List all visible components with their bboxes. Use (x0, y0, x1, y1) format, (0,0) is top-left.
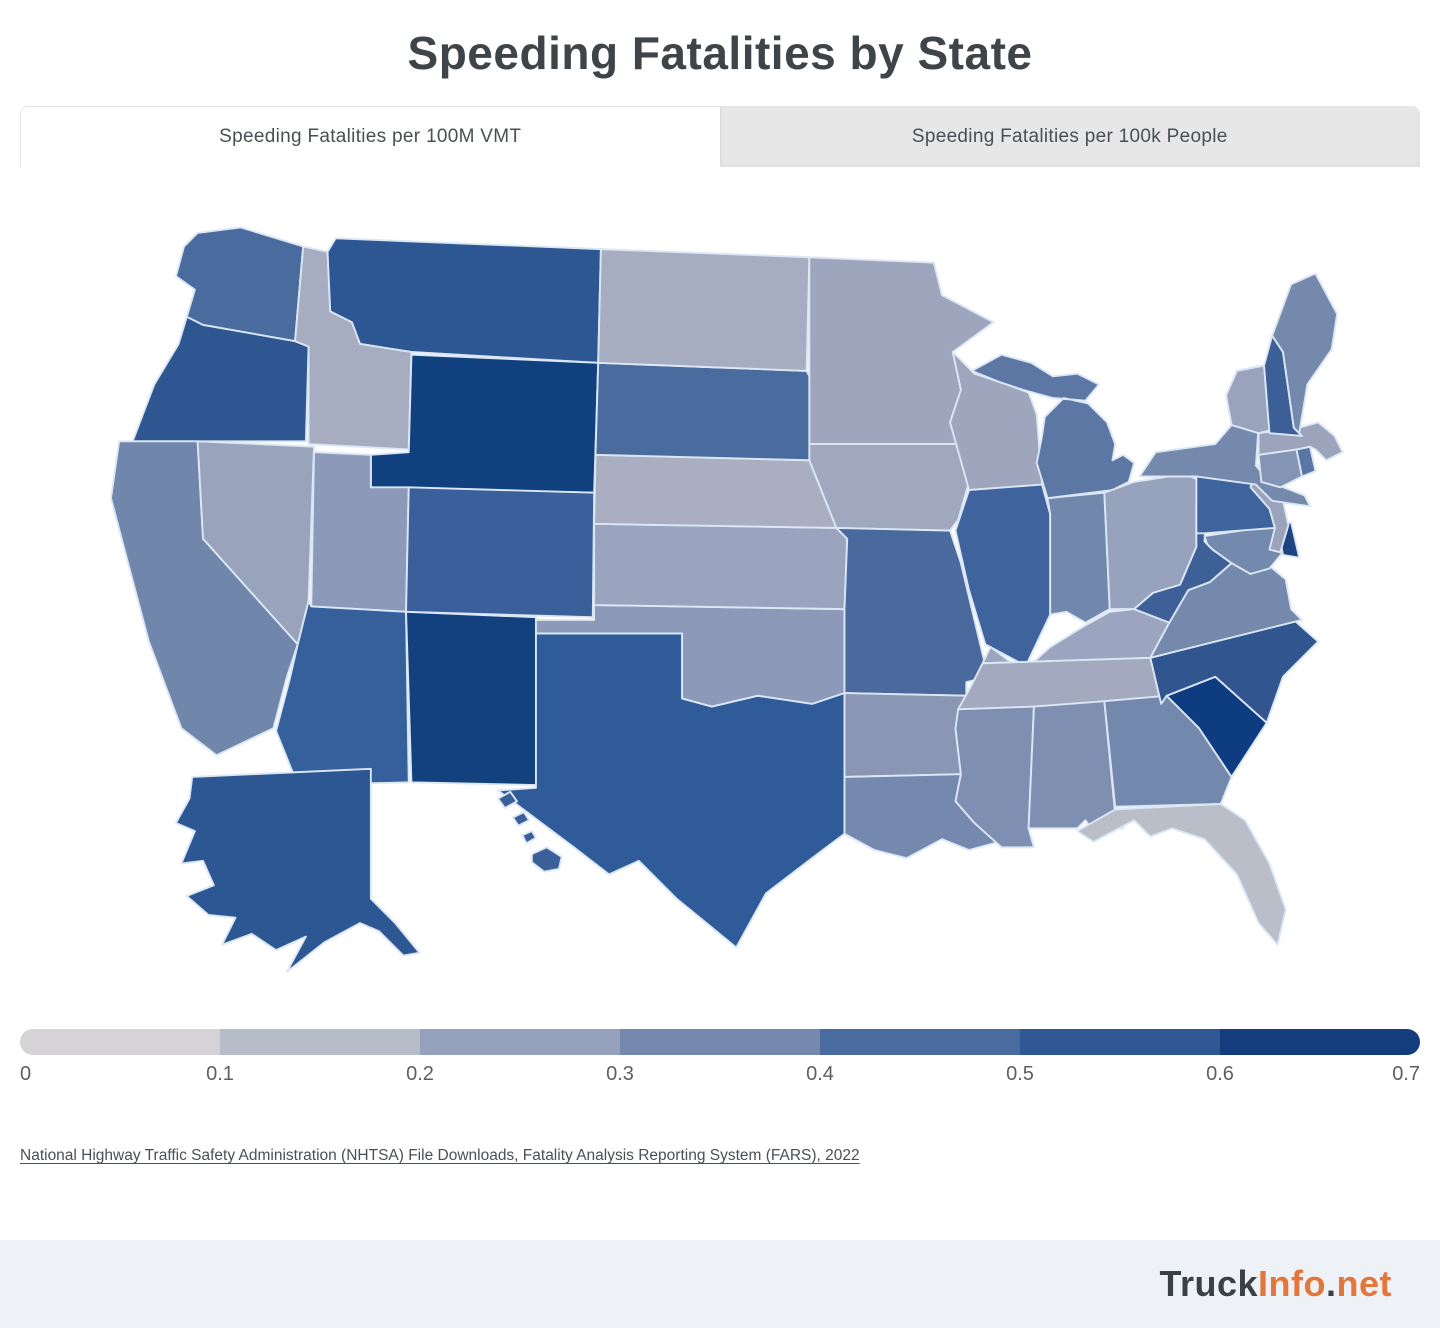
state-vt[interactable]: Vermont (1225, 364, 1271, 435)
state-mt[interactable]: Montana (326, 237, 602, 364)
state-ia[interactable]: Iowa (808, 443, 976, 532)
legend-tick-labels: 0 0.1 0.2 0.3 0.4 0.5 0.6 0.7 (20, 1063, 1420, 1095)
legend-segment-2 (420, 1029, 620, 1055)
legend-segment-3 (620, 1029, 820, 1055)
state-in[interactable]: Indiana (1046, 491, 1111, 624)
logo-part-0: Truck (1159, 1263, 1258, 1304)
state-co[interactable]: Colorado (405, 486, 596, 619)
state-mo[interactable]: Missouri (835, 526, 989, 697)
legend-segment-5 (1020, 1029, 1220, 1055)
legend-tick-0.2: 0.2 (406, 1063, 434, 1085)
legend-segment-1 (220, 1029, 420, 1055)
state-ne[interactable]: Nebraska (593, 453, 838, 529)
legend-segment-6 (1220, 1029, 1420, 1055)
legend-segment-0 (20, 1029, 220, 1055)
state-ok[interactable]: Oklahoma (534, 604, 846, 708)
us-map-svg: WashingtonOregonCaliforniaNevadaIdahoMon… (110, 226, 1344, 973)
legend-tick-0.3: 0.3 (606, 1063, 634, 1085)
legend-tick-0.1: 0.1 (206, 1063, 234, 1085)
tab-per-100k-people-label: Speeding Fatalities per 100k People (911, 126, 1228, 147)
legend-tick-0.5: 0.5 (1006, 1063, 1034, 1085)
legend-gradient-bar (20, 1029, 1420, 1055)
state-ar[interactable]: Arkansas (843, 692, 968, 778)
source-link[interactable]: National Highway Traffic Safety Administ… (20, 1147, 860, 1164)
tab-per-100m-vmt[interactable]: Speeding Fatalities per 100M VMT (21, 107, 720, 167)
legend-tick-0.7: 0.7 (1392, 1063, 1420, 1085)
state-me[interactable]: Maine (1271, 272, 1339, 435)
state-wv[interactable]: West Virginia (1133, 502, 1233, 624)
truckinfo-logo[interactable]: TruckInfo.net (1159, 1263, 1392, 1305)
color-legend: 0 0.1 0.2 0.3 0.4 0.5 0.6 0.7 (20, 1029, 1420, 1095)
state-fl[interactable]: Florida (1076, 803, 1287, 946)
legend-tick-0: 0 (20, 1063, 32, 1085)
logo-part-3: net (1336, 1263, 1392, 1304)
state-hi[interactable]: Hawaii (497, 790, 563, 873)
us-choropleth-map: WashingtonOregonCaliforniaNevadaIdahoMon… (0, 195, 1440, 1007)
tab-per-100k-people[interactable]: Speeding Fatalities per 100k People (719, 107, 1419, 167)
state-nc[interactable]: North Carolina (1149, 618, 1320, 724)
state-nm[interactable]: New Mexico (405, 610, 537, 787)
state-mi[interactable]: Michigan (970, 353, 1136, 500)
logo-part-2: . (1325, 1263, 1337, 1304)
metric-tab-bar: Speeding Fatalities per 100M VMT Speedin… (20, 106, 1420, 167)
state-ct[interactable]: Connecticut (1257, 448, 1303, 489)
state-or[interactable]: Oregon (131, 315, 310, 443)
state-ks[interactable]: Kansas (593, 522, 849, 611)
state-sd[interactable]: South Dakota (594, 361, 816, 462)
page-title: Speeding Fatalities by State (407, 27, 1033, 79)
tab-per-100m-vmt-label: Speeding Fatalities per 100M VMT (219, 126, 522, 147)
state-ak[interactable]: Alaska (175, 767, 421, 973)
footer-band: TruckInfo.net (0, 1240, 1440, 1328)
legend-tick-0.4: 0.4 (806, 1063, 834, 1085)
legend-segment-4 (820, 1029, 1020, 1055)
legend-tick-0.6: 0.6 (1206, 1063, 1234, 1085)
logo-part-1: Info (1258, 1263, 1326, 1304)
state-nd[interactable]: North Dakota (597, 248, 811, 372)
